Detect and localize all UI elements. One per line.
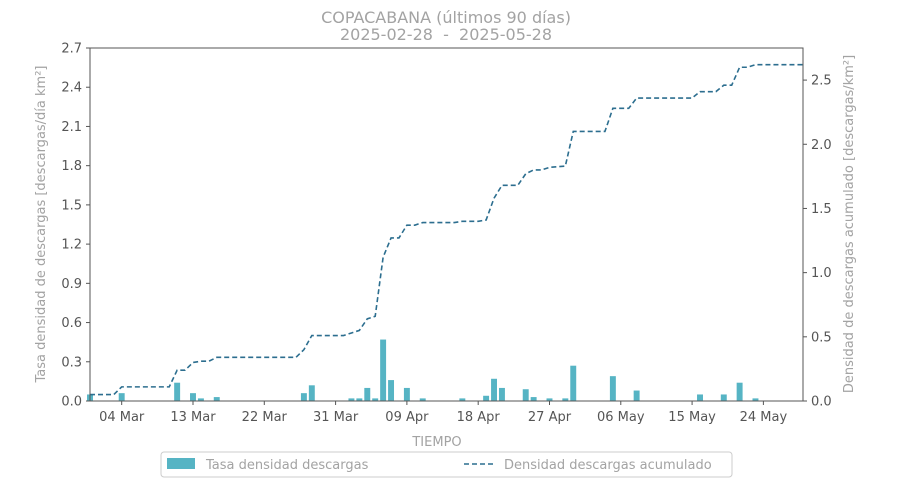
bar bbox=[562, 398, 569, 401]
y-tick-label: 2.4 bbox=[61, 81, 82, 96]
y2-tick-label: 1.5 bbox=[811, 202, 832, 217]
bar bbox=[697, 394, 703, 401]
bar bbox=[190, 393, 196, 401]
y-axis-left-label: Tasa densidad de descargas [descargas/dí… bbox=[34, 66, 49, 384]
bar bbox=[491, 378, 497, 401]
bar bbox=[388, 380, 395, 401]
bar bbox=[609, 376, 616, 401]
x-tick-label: 13 Mar bbox=[170, 410, 216, 425]
legend-bar-label: Tasa densidad descargas bbox=[205, 458, 369, 473]
cumulative-line bbox=[90, 63, 803, 396]
legend-line-label: Densidad descargas acumulado bbox=[504, 458, 712, 473]
bar bbox=[174, 382, 181, 401]
x-tick-label: 04 Mar bbox=[99, 410, 145, 425]
bar bbox=[118, 393, 125, 401]
bar bbox=[197, 398, 204, 401]
y2-tick-label: 2.5 bbox=[811, 74, 832, 89]
y-tick-label: 0.3 bbox=[61, 355, 82, 370]
x-tick-label: 27 Apr bbox=[528, 410, 572, 425]
bar bbox=[736, 382, 743, 401]
bar bbox=[419, 398, 426, 401]
bar bbox=[498, 387, 505, 401]
bar bbox=[300, 393, 307, 401]
y-tick-label: 1.8 bbox=[61, 159, 82, 174]
y2-tick-label: 0.5 bbox=[811, 330, 832, 345]
y-tick-label: 2.7 bbox=[61, 42, 82, 57]
x-tick-label: 24 May bbox=[740, 410, 788, 425]
chart-subtitle: 2025-02-28 - 2025-05-28 bbox=[340, 25, 552, 44]
bar bbox=[546, 398, 553, 401]
bar bbox=[356, 398, 363, 401]
y-tick-label: 1.5 bbox=[61, 198, 82, 213]
bar bbox=[530, 397, 537, 401]
legend-frame bbox=[160, 451, 733, 478]
legend-bar-swatch bbox=[167, 458, 195, 469]
y2-tick-label: 0.0 bbox=[811, 395, 832, 410]
y-axis-right-ticks: 0.0 0.5 1.0 1.5 2.0 2.5 bbox=[803, 74, 832, 410]
bar bbox=[459, 398, 466, 401]
y-tick-label: 1.2 bbox=[61, 238, 82, 253]
legend: Tasa densidad descargas Densidad descarg… bbox=[160, 451, 733, 478]
y-tick-label: 0.9 bbox=[61, 277, 82, 292]
x-tick-label: 31 Mar bbox=[313, 410, 359, 425]
bar bbox=[364, 387, 371, 401]
bar bbox=[752, 398, 759, 401]
y2-tick-label: 1.0 bbox=[811, 266, 832, 281]
bar bbox=[372, 398, 379, 401]
bar bbox=[213, 397, 220, 401]
bar bbox=[633, 390, 640, 401]
y-tick-label: 0.6 bbox=[61, 316, 82, 331]
x-tick-label: 06 May bbox=[597, 410, 645, 425]
y-axis-right-label: Densidad de descargas acumulado [descarg… bbox=[842, 55, 857, 393]
y2-tick-label: 2.0 bbox=[811, 138, 832, 153]
bar bbox=[720, 394, 727, 401]
x-tick-label: 18 Apr bbox=[457, 410, 501, 425]
x-tick-label: 15 May bbox=[668, 410, 716, 425]
y-tick-label: 2.1 bbox=[61, 120, 82, 135]
y-axis-left-ticks: 0.0 0.3 0.6 0.9 1.2 1.5 1.8 2.1 2.4 2.7 bbox=[61, 42, 90, 410]
bar bbox=[308, 385, 315, 401]
chart-title: COPACABANA (últimos 90 días) bbox=[321, 8, 571, 27]
x-tick-label: 22 Mar bbox=[242, 410, 288, 425]
y-tick-label: 0.0 bbox=[61, 395, 82, 410]
bar bbox=[522, 389, 529, 401]
x-tick-label: 09 Apr bbox=[385, 410, 429, 425]
bar-series bbox=[87, 339, 759, 401]
x-axis-ticks: 04 Mar 13 Mar 22 Mar 31 Mar 09 Apr 18 Apr 27 A… bbox=[99, 401, 787, 425]
bar bbox=[380, 339, 387, 401]
bar bbox=[348, 398, 355, 401]
plot-frame bbox=[89, 47, 804, 402]
bar bbox=[483, 395, 490, 401]
bar bbox=[570, 365, 577, 401]
bar bbox=[403, 387, 410, 401]
x-axis-label: TIEMPO bbox=[411, 435, 461, 450]
